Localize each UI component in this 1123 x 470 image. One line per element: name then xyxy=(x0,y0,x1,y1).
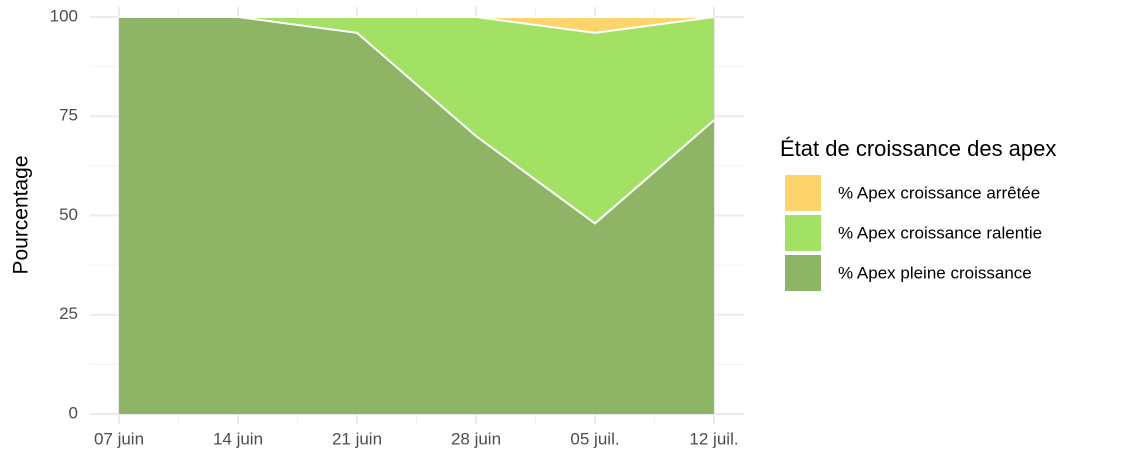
legend-label: % Apex pleine croissance xyxy=(838,263,1032,282)
y-axis-label: Pourcentage xyxy=(10,155,33,274)
x-tick-label: 28 juin xyxy=(451,429,501,448)
legend-label: % Apex croissance arrêtée xyxy=(838,183,1040,202)
legend-title: État de croissance des apex xyxy=(780,136,1056,161)
legend-key xyxy=(785,175,821,211)
y-tick-label: 25 xyxy=(59,304,78,323)
legend-key xyxy=(785,255,821,291)
y-tick-label: 50 xyxy=(59,205,78,224)
x-tick-label: 07 juin xyxy=(94,429,144,448)
x-tick-label: 05 juil. xyxy=(570,429,619,448)
area xyxy=(119,17,714,414)
area xyxy=(119,17,714,224)
y-tick-label: 75 xyxy=(59,106,78,125)
y-tick-label: 100 xyxy=(50,6,78,25)
x-tick-label: 12 juil. xyxy=(689,429,738,448)
legend-label: % Apex croissance ralentie xyxy=(838,223,1042,242)
y-tick-label: 0 xyxy=(69,403,78,422)
x-tick-label: 21 juin xyxy=(332,429,382,448)
legend-key xyxy=(785,215,821,251)
x-tick-label: 14 juin xyxy=(213,429,263,448)
